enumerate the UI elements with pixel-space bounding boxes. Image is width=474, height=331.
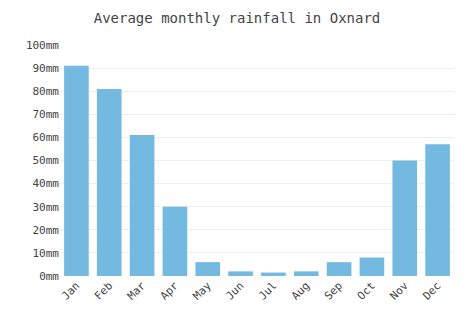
svg-text:Apr: Apr bbox=[158, 279, 182, 303]
svg-text:70mm: 70mm bbox=[33, 108, 60, 121]
svg-text:60mm: 60mm bbox=[33, 131, 60, 144]
svg-text:Jul: Jul bbox=[256, 279, 279, 302]
svg-text:0mm: 0mm bbox=[39, 270, 59, 283]
svg-text:Jan: Jan bbox=[59, 279, 82, 302]
svg-text:Aug: Aug bbox=[289, 279, 312, 302]
svg-text:90mm: 90mm bbox=[33, 62, 60, 75]
svg-text:Mar: Mar bbox=[125, 279, 149, 303]
svg-text:Dec: Dec bbox=[420, 279, 443, 302]
svg-text:Sep: Sep bbox=[322, 279, 345, 302]
svg-text:10mm: 10mm bbox=[33, 247, 60, 260]
svg-text:Jun: Jun bbox=[223, 279, 246, 302]
svg-text:20mm: 20mm bbox=[33, 224, 60, 237]
svg-text:Nov: Nov bbox=[388, 279, 412, 303]
svg-text:May: May bbox=[191, 279, 215, 303]
svg-text:80mm: 80mm bbox=[33, 85, 60, 98]
svg-text:30mm: 30mm bbox=[33, 201, 60, 214]
svg-text:50mm: 50mm bbox=[33, 154, 60, 167]
svg-text:40mm: 40mm bbox=[33, 177, 60, 190]
svg-text:100mm: 100mm bbox=[26, 39, 59, 52]
svg-text:Oct: Oct bbox=[355, 279, 378, 302]
svg-text:Average monthly rainfall in Ox: Average monthly rainfall in Oxnard bbox=[94, 10, 381, 26]
svg-text:Feb: Feb bbox=[92, 279, 115, 302]
